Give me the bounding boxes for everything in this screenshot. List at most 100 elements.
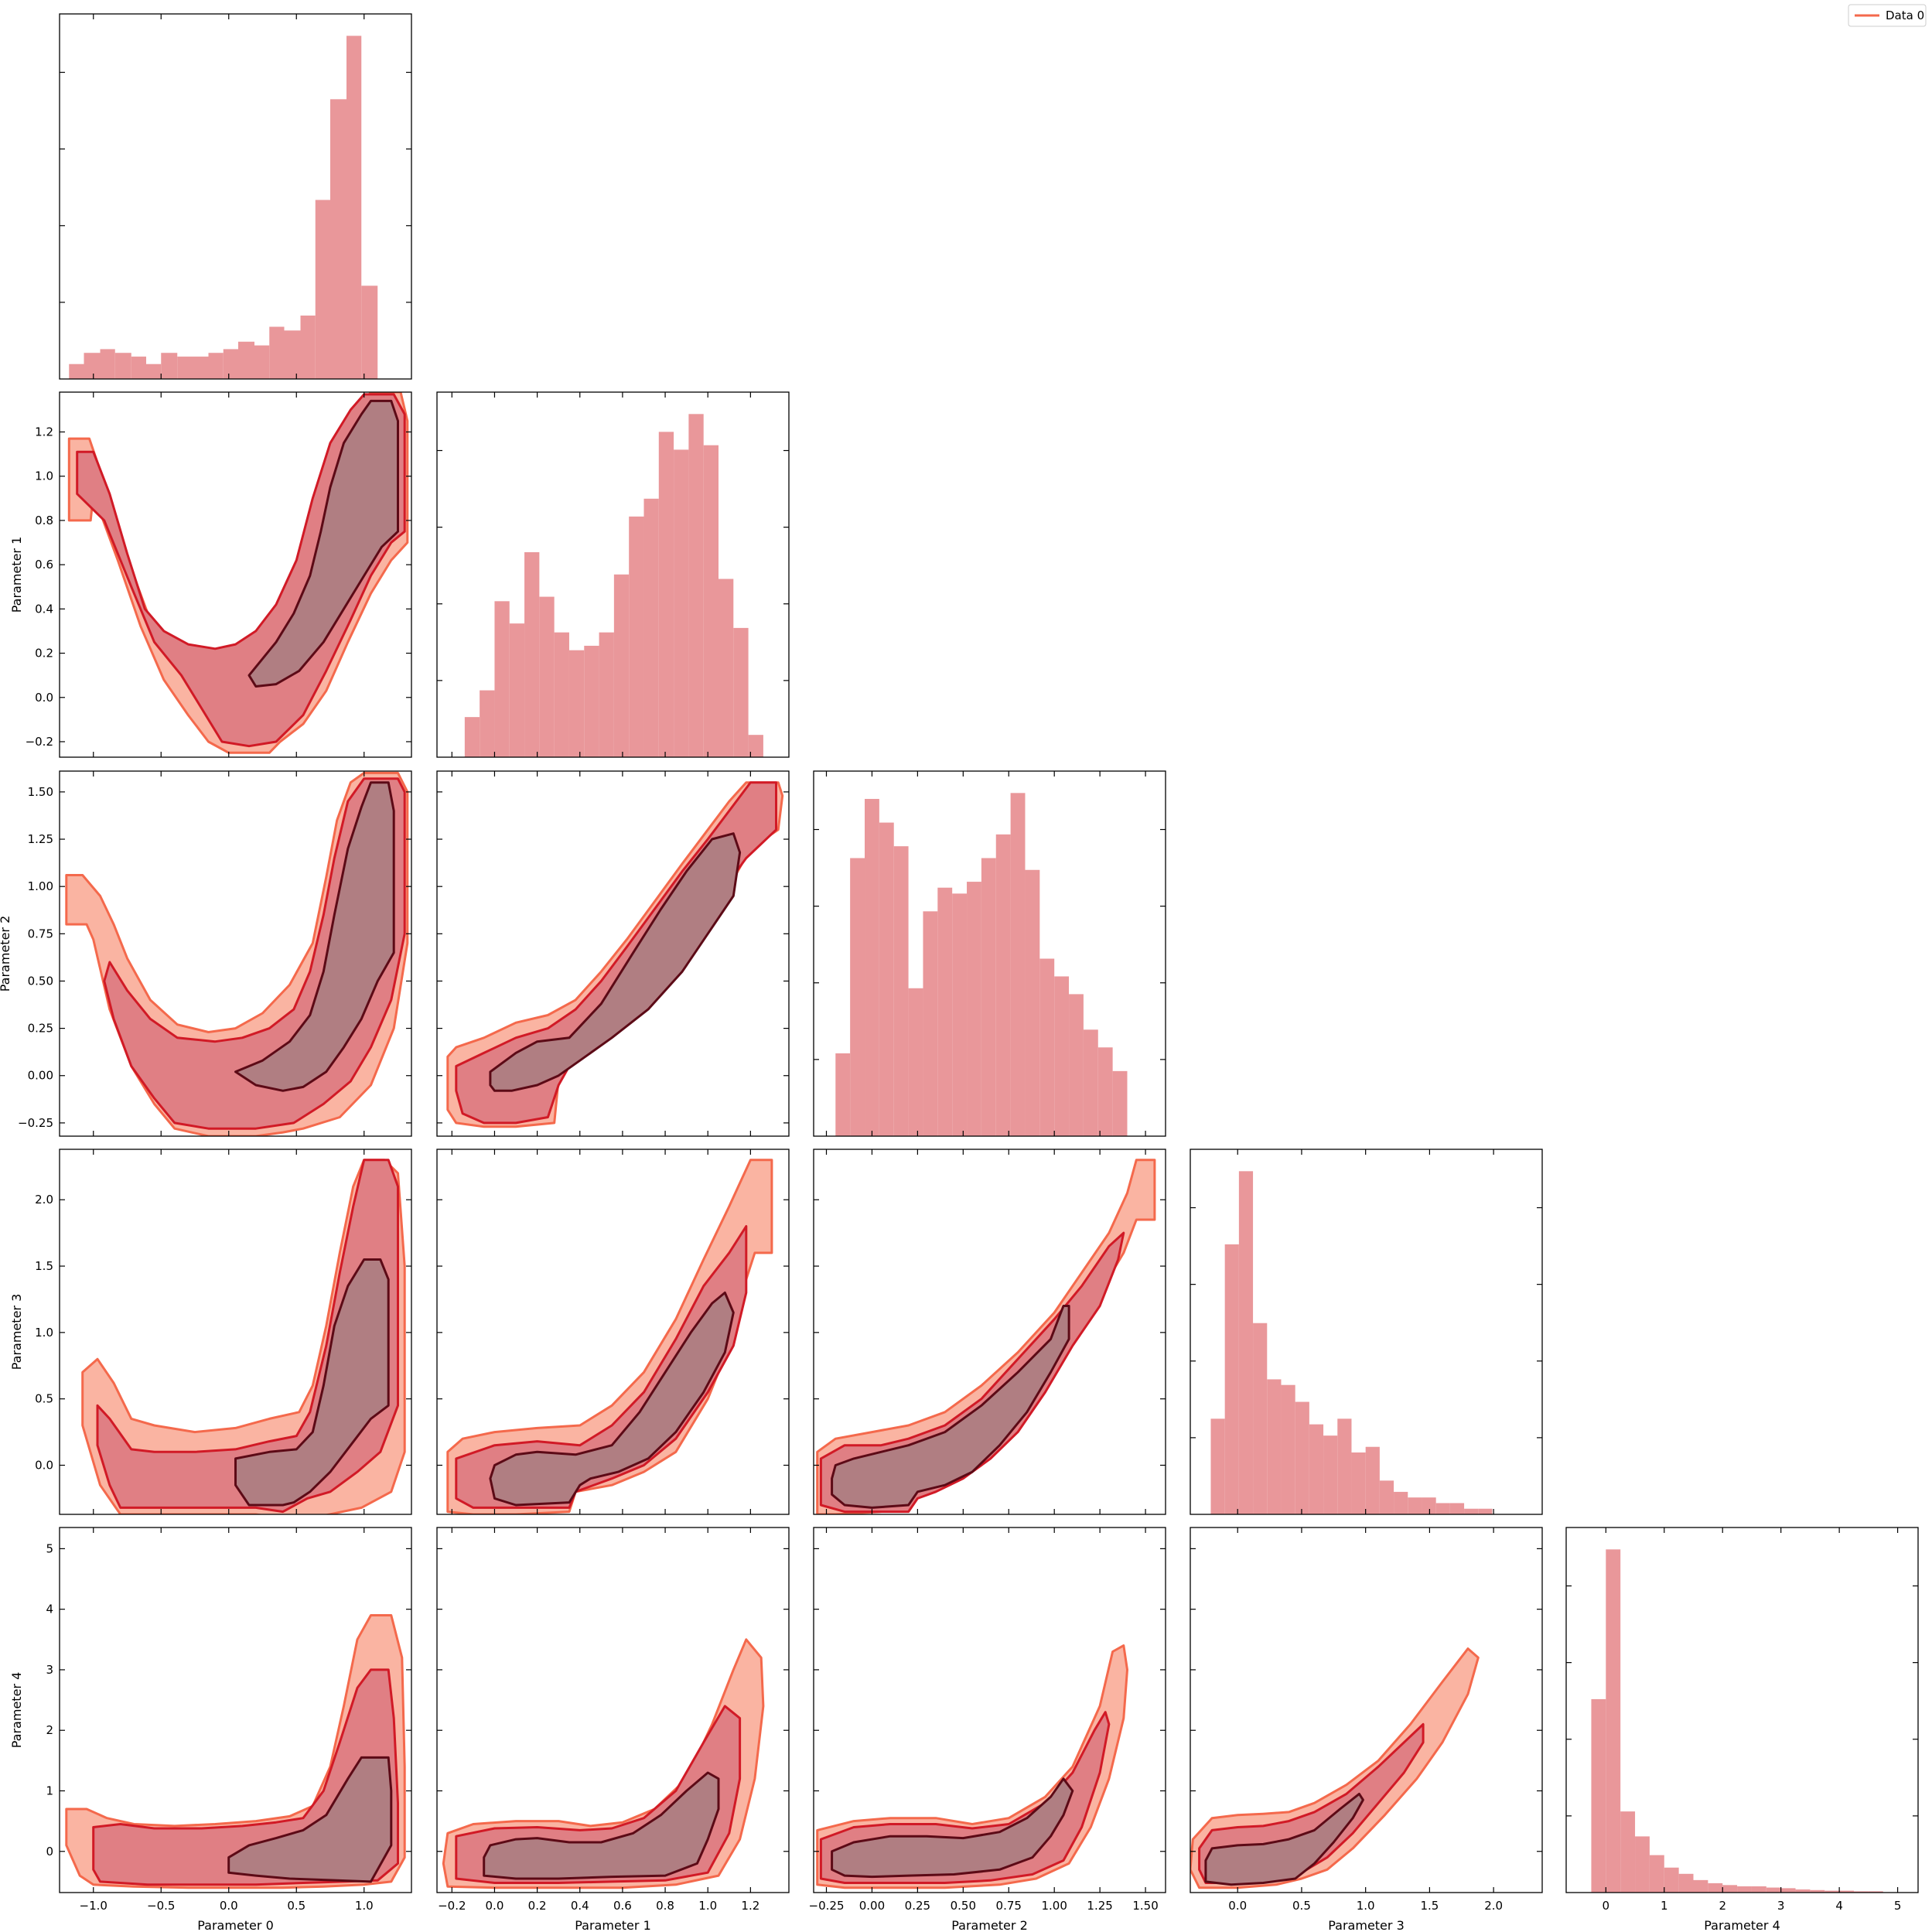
hist-bar [1766,1887,1781,1893]
plot-area [1190,1647,1480,1889]
hist-bar [315,200,330,379]
y-tick-label: 0.00 [28,1069,53,1083]
y-tick-label: 0.6 [35,558,53,572]
axes-frame [59,391,412,758]
panel-4-1: −0.2 0.0 0.2 0.4 0.6 0.8 1.0 1.2 Parameter 1 [436,1527,790,1932]
plot-area [442,1638,765,1889]
x-axis-label: Parameter 3 [1328,1918,1405,1932]
hist-bar [1449,1503,1465,1514]
hist-bar [599,632,614,757]
x-tick-label: 1.0 [1357,1899,1375,1913]
y-tick-label: 1.25 [28,832,53,846]
hist-bar [937,887,953,1136]
hist-bar [284,330,301,379]
panel-3-3 [1190,1149,1543,1515]
contour-inner [234,781,395,1092]
axes-frame [813,1527,1166,1893]
hist-bar [1351,1452,1366,1514]
hist-bar [300,316,316,379]
y-tick-label: 1 [46,1784,53,1797]
x-tick-label: 0.2 [528,1899,547,1913]
hist-bar [100,349,115,379]
hist-bar [1025,869,1040,1136]
hist-bar [361,285,378,379]
hist-bar [539,596,555,757]
panel-2-1 [436,770,790,1137]
axes-frame [59,770,412,1137]
contour-mid [455,1225,748,1509]
hist-bar [1635,1836,1650,1893]
y-tick-label: 0.75 [28,927,53,940]
hist-bar [254,345,270,379]
hist-bar [1069,994,1084,1136]
hist-bar [1238,1171,1254,1514]
hist-bar [1010,793,1026,1136]
plot-area [446,1159,773,1514]
x-tick-label: 0.8 [656,1899,674,1913]
hist-bar [1112,1070,1128,1136]
hist-bar [1365,1446,1380,1514]
hist-bar [613,574,630,757]
hist-bar [1281,1384,1295,1514]
hist-bar [1664,1867,1679,1893]
y-tick-label: 0.0 [35,691,53,705]
y-tick-label: 1.2 [35,425,53,439]
y-tick-label: −0.25 [18,1116,53,1130]
panel-3-0: 0.0 0.5 1.0 1.5 2.0 Parameter 3 [9,1149,412,1515]
contour-inner [227,1756,393,1883]
plot-area [65,771,409,1136]
hist-bar [494,601,510,757]
x-tick-label: 0.6 [613,1899,632,1913]
hist-bar [981,858,996,1136]
hist-bar [629,516,644,757]
plot-area [81,1159,406,1514]
panel-2-0: −0.25 0.00 0.25 0.50 0.75 1.00 1.25 1.50 Paramet… [0,770,412,1137]
panel-2-2 [813,770,1166,1137]
y-tick-label: 0.2 [35,647,53,660]
hist-bar [1478,1508,1493,1514]
contour-mid [819,1231,1125,1514]
contour-inner [489,832,742,1092]
x-tick-label: 1.5 [1420,1899,1439,1913]
contour-inner [831,1305,1070,1509]
hist-bar [464,717,480,757]
hist-bar [146,364,162,379]
hist-bar [952,893,968,1136]
hist-bar [1693,1879,1708,1893]
y-tick-label: 1.0 [35,1326,53,1340]
hist-bar [1620,1811,1636,1893]
x-tick-label: −0.2 [438,1899,466,1913]
contour-mid [76,393,406,748]
hist-bar [1722,1885,1738,1893]
legend: Data 0 [1848,4,1927,27]
hist-bar [568,650,585,757]
hist-bar [1435,1503,1450,1514]
hist-bar [1853,1891,1869,1893]
hist-bar [1649,1855,1664,1893]
x-tick-label: 1.2 [741,1899,759,1913]
x-tick-label: 1.25 [1087,1899,1112,1913]
plot-area [69,36,378,379]
plot-area [67,392,409,754]
hist-bar [703,445,719,757]
x-tick-label: −0.5 [147,1899,175,1913]
y-tick-label: 0.8 [35,514,53,527]
hist-bar [748,735,763,757]
contour-inner [489,1291,735,1507]
hist-bar [674,449,689,757]
hist-bar [480,690,495,757]
hist-bar [524,551,540,757]
axes-frame [1190,1527,1543,1893]
hist-bar [879,822,894,1136]
panel-4-4: 0 1 2 3 4 5 Parameter 4 [1565,1527,1919,1932]
x-tick-label: 0.25 [905,1899,930,1913]
hist-bar [1422,1497,1436,1514]
x-tick-label: 0.00 [859,1899,885,1913]
y-tick-label: 3 [46,1663,53,1677]
hist-bar [1097,1047,1113,1136]
y-tick-label: 0 [46,1845,53,1859]
hist-bar [238,341,254,379]
hist-bar [208,353,224,379]
x-tick-label: 1.00 [1041,1899,1067,1913]
